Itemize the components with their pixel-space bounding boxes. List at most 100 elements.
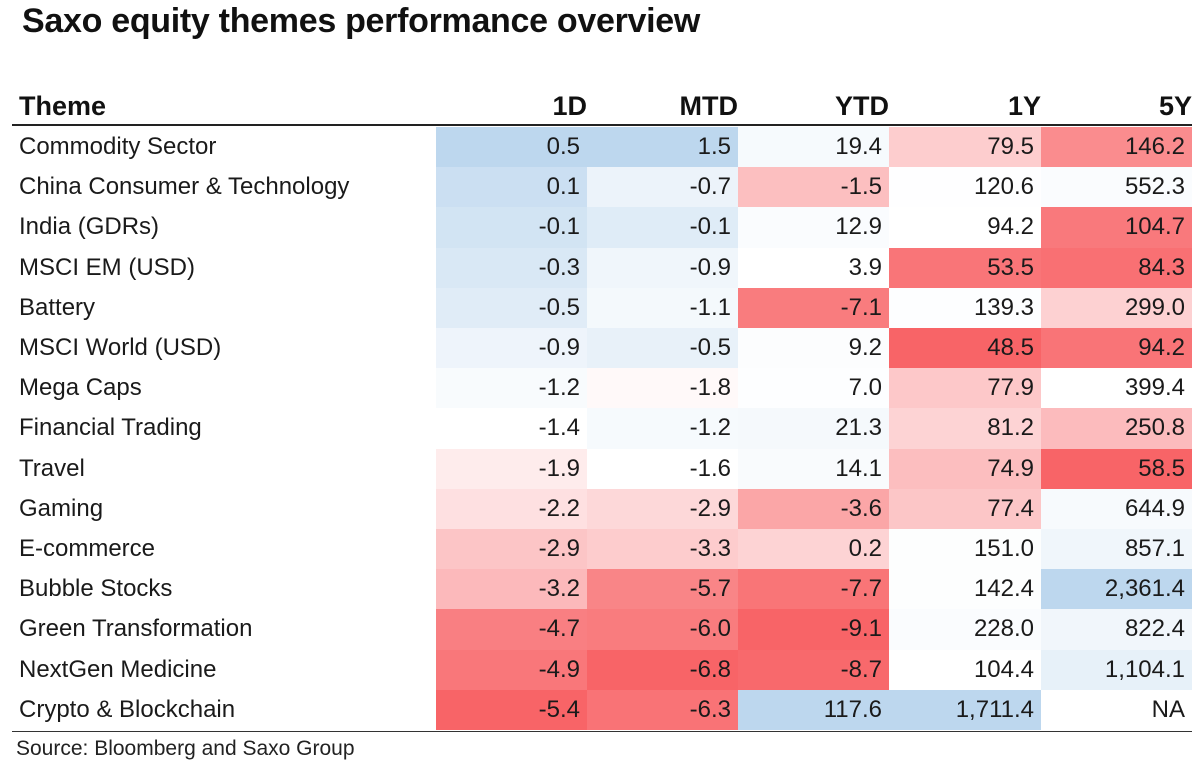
value-cell-1y: 104.4 — [889, 649, 1041, 690]
theme-label: Mega Caps — [19, 374, 142, 402]
table-row: MSCI EM (USD) -0.3 -0.9 3.9 53.5 84.3 — [12, 247, 1192, 288]
value-cell-mtd: -3.3 — [587, 529, 738, 570]
header-1d: 1D — [552, 91, 587, 121]
theme-label: Green Transformation — [19, 615, 253, 643]
theme-label: India (GDRs) — [19, 213, 160, 241]
value-cell-1d: -2.2 — [436, 488, 587, 529]
value-cell-5y: NA — [1041, 689, 1192, 730]
value-cell-mtd: -1.6 — [587, 448, 738, 489]
value-cell-5y: 2,361.4 — [1041, 569, 1192, 610]
value-cell-1y: 151.0 — [889, 529, 1041, 570]
theme-label: Commodity Sector — [19, 133, 217, 160]
value-cell-ytd: 0.2 — [738, 529, 889, 570]
value-cell-ytd: 7.0 — [738, 368, 889, 409]
theme-label: E-commerce — [19, 535, 156, 562]
value-cell-5y: 146.2 — [1041, 127, 1192, 168]
value-cell-1d: -2.9 — [436, 529, 587, 570]
value-cell-1d: -0.9 — [436, 328, 587, 369]
value-cell-1y: 81.2 — [889, 408, 1041, 449]
value-cell-1y: 74.9 — [889, 448, 1041, 489]
value-cell-1y: 48.5 — [889, 328, 1041, 369]
table-row: China Consumer & Technology 0.1 -0.7 -1.5 12… — [12, 167, 1192, 208]
value-cell-mtd: -0.1 — [587, 207, 738, 248]
value-cell-ytd: 14.1 — [738, 448, 889, 489]
theme-label: Gaming — [19, 494, 104, 522]
theme-label: MSCI EM (USD) — [19, 253, 195, 281]
value-cell-mtd: 1.5 — [587, 127, 738, 168]
value-cell-mtd: -5.7 — [587, 569, 738, 610]
table-row: Crypto & Blockchain -5.4 -6.3 117.6 1,711.4 N… — [12, 689, 1192, 730]
value-cell-1d: 0.5 — [436, 127, 587, 168]
value-cell-1y: 139.3 — [889, 287, 1041, 328]
header-ytd: YTD — [835, 91, 889, 121]
value-cell-1y: 228.0 — [889, 609, 1041, 650]
theme-label: Battery — [19, 293, 96, 321]
value-cell-1y: 142.4 — [889, 569, 1041, 610]
value-cell-ytd: 12.9 — [738, 207, 889, 248]
value-cell-1y: 94.2 — [889, 207, 1041, 248]
table-row: NextGen Medicine -4.9 -6.8 -8.7 104.4 1,104.1 — [12, 649, 1192, 690]
theme-label: MSCI World (USD) — [19, 334, 222, 361]
theme-label: NextGen Medicine — [19, 655, 217, 683]
value-cell-5y: 1,104.1 — [1041, 649, 1192, 690]
table-header: Theme 1D MTD YTD 1Y 5Y — [12, 86, 1192, 126]
value-cell-ytd: -9.1 — [738, 609, 889, 650]
value-cell-ytd: 21.3 — [738, 408, 889, 449]
value-cell-ytd: -1.5 — [738, 167, 889, 208]
theme-label: China Consumer & Technology — [19, 173, 350, 201]
theme-label: Financial Trading — [19, 414, 202, 442]
value-cell-5y: 552.3 — [1041, 167, 1192, 208]
value-cell-1d: -0.5 — [436, 287, 587, 328]
table-row: MSCI World (USD) -0.9 -0.5 9.2 48.5 94.2 — [12, 328, 1192, 369]
value-cell-ytd: 117.6 — [738, 689, 889, 730]
value-cell-mtd: -6.8 — [587, 649, 738, 690]
value-cell-5y: 857.1 — [1041, 529, 1192, 570]
value-cell-mtd: -2.9 — [587, 488, 738, 529]
table-row: Gaming -2.2 -2.9 -3.6 77.4 644.9 — [12, 488, 1192, 529]
value-cell-1d: -1.9 — [436, 448, 587, 489]
value-cell-mtd: -1.2 — [587, 408, 738, 449]
value-cell-ytd: 19.4 — [738, 127, 889, 168]
header-mtd: MTD — [679, 91, 738, 121]
value-cell-1y: 120.6 — [889, 167, 1041, 208]
value-cell-mtd: -0.7 — [587, 167, 738, 208]
value-cell-ytd: -3.6 — [738, 488, 889, 529]
table-row: Commodity Sector 0.5 1.5 19.4 79.5 146.2 — [12, 127, 1192, 168]
table-row: E-commerce -2.9 -3.3 0.2 151.0 857.1 — [12, 529, 1192, 570]
value-cell-5y: 399.4 — [1041, 368, 1192, 409]
source-note: Source: Bloomberg and Saxo Group — [16, 737, 355, 760]
value-cell-mtd: -0.5 — [587, 328, 738, 369]
value-cell-1d: -0.3 — [436, 247, 587, 288]
value-cell-mtd: -1.1 — [587, 287, 738, 328]
value-cell-1d: -1.4 — [436, 408, 587, 449]
value-cell-ytd: 3.9 — [738, 247, 889, 288]
header-5y: 5Y — [1158, 91, 1192, 121]
value-cell-1y: 1,711.4 — [889, 689, 1041, 730]
theme-label: Bubble Stocks — [19, 575, 173, 603]
theme-label: Crypto & Blockchain — [19, 695, 236, 723]
value-cell-1d: 0.1 — [436, 167, 587, 208]
table-row: Mega Caps -1.2 -1.8 7.0 77.9 399.4 — [12, 368, 1192, 409]
table-row: Green Transformation -4.7 -6.0 -9.1 228.0 822… — [12, 609, 1192, 650]
theme-label: Travel — [19, 454, 85, 482]
table-bottom-rule — [12, 731, 1192, 732]
value-cell-mtd: -6.0 — [587, 609, 738, 650]
value-cell-1y: 77.4 — [889, 488, 1041, 529]
value-cell-ytd: -7.1 — [738, 287, 889, 328]
value-cell-5y: 84.3 — [1041, 247, 1192, 288]
value-cell-5y: 104.7 — [1041, 207, 1192, 248]
value-cell-1y: 79.5 — [889, 127, 1041, 168]
value-cell-mtd: -1.8 — [587, 368, 738, 409]
value-cell-5y: 644.9 — [1041, 488, 1192, 529]
value-cell-5y: 250.8 — [1041, 408, 1192, 449]
header-theme: Theme — [19, 91, 107, 121]
header-1y: 1Y — [1007, 91, 1041, 121]
value-cell-5y: 299.0 — [1041, 287, 1192, 328]
table-row: Battery -0.5 -1.1 -7.1 139.3 299.0 — [12, 287, 1192, 328]
value-cell-1d: -1.2 — [436, 368, 587, 409]
table-row: Financial Trading -1.4 -1.2 21.3 81.2 250.8 — [12, 408, 1192, 449]
value-cell-1y: 77.9 — [889, 368, 1041, 409]
chart-title: Saxo equity themes performance overview — [22, 2, 701, 40]
value-cell-5y: 94.2 — [1041, 328, 1192, 369]
value-cell-1d: -5.4 — [436, 689, 587, 730]
